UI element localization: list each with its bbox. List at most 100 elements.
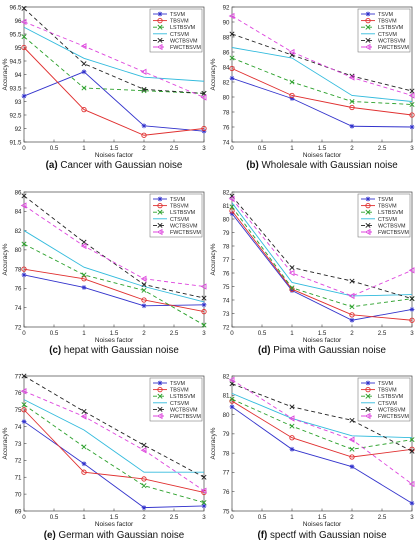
y-tick-label: 78 bbox=[223, 450, 230, 457]
series-line-tbsvm bbox=[23, 409, 205, 493]
x-tick-label: 3 bbox=[202, 330, 206, 337]
legend-marker-wctbsvm bbox=[365, 406, 371, 412]
y-tick-label: 80 bbox=[223, 94, 230, 101]
caption-letter: (a) bbox=[46, 160, 58, 171]
legend-label-wctbsvm: WCTBSVM bbox=[170, 407, 198, 413]
legend-label-tsvm: TSVM bbox=[170, 197, 185, 203]
legend-label-tsvm: TSVM bbox=[170, 381, 185, 387]
y-tick-label: 80 bbox=[223, 216, 230, 223]
data-point-tsvm bbox=[229, 211, 235, 216]
y-tick-label: 75 bbox=[223, 284, 230, 291]
panel-caption: (d) Pima with Gaussian noise bbox=[258, 345, 387, 356]
data-point-lstbsvm bbox=[21, 241, 27, 247]
data-point-fwctbsvm bbox=[288, 415, 295, 422]
y-tick-label: 72 bbox=[15, 458, 22, 465]
legend-marker-lstbsvm bbox=[365, 24, 371, 30]
x-tick-label: 1 bbox=[290, 514, 294, 521]
legend-label-fwctbsvm: FWCTBSVM bbox=[378, 45, 409, 51]
x-tick-label: 0.5 bbox=[258, 330, 267, 337]
data-point-lstbsvm bbox=[289, 285, 295, 291]
series-line-tbsvm bbox=[231, 400, 413, 458]
legend-label-tsvm: TSVM bbox=[378, 12, 393, 18]
y-tick-label: 82 bbox=[223, 79, 230, 86]
series-line-fwctbsvm bbox=[231, 198, 413, 297]
x-axis-label: Noises factor bbox=[95, 152, 134, 159]
caption-letter: (c) bbox=[49, 345, 61, 356]
caption-text: spectf with Gaussian noise bbox=[267, 530, 387, 541]
x-tick-label: 2 bbox=[142, 330, 146, 337]
y-tick-label: 79 bbox=[223, 230, 230, 237]
data-point-wctbsvm bbox=[289, 404, 295, 410]
data-point-fwctbsvm bbox=[408, 480, 415, 488]
x-tick-label: 3 bbox=[410, 145, 414, 152]
panel-caption: (e) German with Gaussian noise bbox=[44, 530, 185, 541]
legend-label-ctsvm: CTSVM bbox=[170, 32, 189, 38]
legend-label-ctsvm: CTSVM bbox=[378, 32, 397, 38]
x-axis-label: Noises factor bbox=[95, 337, 134, 344]
series-line-tsvm bbox=[23, 71, 205, 132]
x-tick-label: 0 bbox=[22, 145, 26, 152]
legend-marker-wctbsvm bbox=[157, 222, 163, 228]
y-tick-label: 82 bbox=[223, 373, 230, 380]
y-tick-label: 84 bbox=[15, 209, 22, 216]
data-point-wctbsvm bbox=[81, 61, 87, 67]
legend-label-wctbsvm: WCTBSVM bbox=[378, 407, 406, 413]
y-tick-label: 78 bbox=[223, 243, 230, 250]
data-point-wctbsvm bbox=[229, 193, 235, 199]
data-point-lstbsvm bbox=[141, 287, 147, 293]
legend-label-wctbsvm: WCTBSVM bbox=[170, 223, 198, 229]
data-point-lstbsvm bbox=[409, 437, 415, 443]
data-point-wctbsvm bbox=[289, 265, 295, 271]
data-point-fwctbsvm bbox=[20, 202, 27, 209]
x-tick-label: 2 bbox=[142, 514, 146, 521]
legend-label-wctbsvm: WCTBSVM bbox=[170, 38, 198, 44]
data-point-wctbsvm bbox=[349, 278, 355, 284]
y-tick-label: 76 bbox=[15, 390, 22, 397]
y-tick-label: 72 bbox=[223, 324, 230, 331]
data-point-tsvm bbox=[21, 272, 27, 278]
data-point-wctbsvm bbox=[409, 296, 415, 302]
series-line-tbsvm bbox=[231, 68, 413, 116]
data-point-tbsvm bbox=[141, 476, 147, 482]
data-point-tbsvm bbox=[21, 407, 27, 413]
legend-box bbox=[149, 193, 203, 238]
x-tick-label: 1.5 bbox=[318, 145, 327, 152]
y-tick-label: 94 bbox=[15, 72, 22, 79]
caption-letter: (e) bbox=[44, 530, 56, 541]
panel-caption: (b) Wholesale with Gaussian noise bbox=[246, 160, 398, 171]
x-tick-label: 1 bbox=[82, 145, 86, 152]
data-point-tbsvm bbox=[409, 112, 415, 118]
data-point-tsvm bbox=[141, 123, 147, 129]
data-point-fwctbsvm bbox=[200, 94, 207, 101]
y-tick-label: 77 bbox=[223, 470, 230, 477]
data-point-lstbsvm bbox=[81, 272, 87, 278]
y-tick-label: 74 bbox=[15, 305, 22, 312]
data-point-tsvm bbox=[409, 500, 415, 506]
series-line-tsvm bbox=[23, 421, 205, 509]
legend-marker-fwctbsvm bbox=[364, 43, 371, 51]
series-line-lstbsvm bbox=[231, 206, 413, 308]
y-tick-label: 96.5 bbox=[9, 4, 22, 11]
data-point-fwctbsvm bbox=[228, 376, 235, 384]
legend-marker-fwctbsvm bbox=[156, 228, 163, 236]
panel-caption: (f) spectf with Gaussian noise bbox=[257, 530, 387, 541]
x-tick-label: 1.5 bbox=[318, 514, 327, 521]
data-point-tbsvm bbox=[21, 44, 27, 51]
data-point-wctbsvm bbox=[409, 448, 415, 454]
data-point-tsvm bbox=[141, 505, 147, 511]
series-line-ctsvm bbox=[231, 47, 413, 102]
y-tick-label: 76 bbox=[15, 286, 22, 293]
data-point-tbsvm bbox=[201, 125, 207, 132]
caption-text: Pima with Gaussian noise bbox=[271, 345, 387, 356]
y-tick-label: 92 bbox=[15, 126, 22, 133]
data-point-fwctbsvm bbox=[408, 92, 415, 99]
x-tick-label: 0.5 bbox=[50, 145, 59, 152]
series-line-lstbsvm bbox=[23, 243, 205, 326]
data-point-tsvm bbox=[81, 285, 87, 290]
legend-marker-lstbsvm bbox=[365, 393, 371, 399]
x-tick-label: 0.5 bbox=[258, 514, 267, 521]
x-tick-label: 0 bbox=[230, 330, 234, 337]
